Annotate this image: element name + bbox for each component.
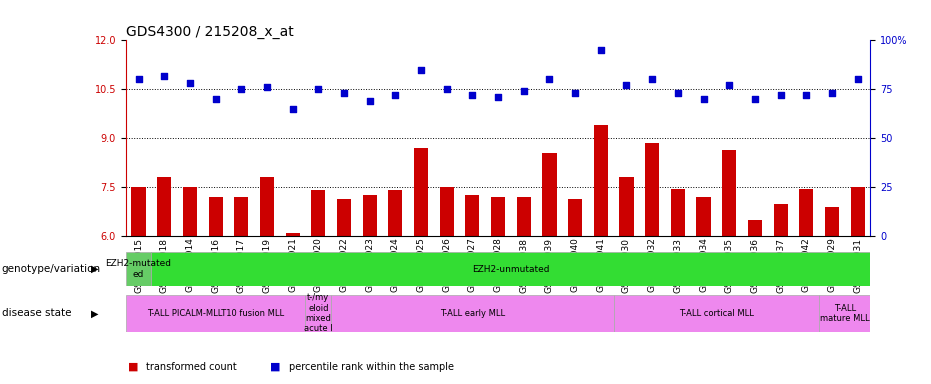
Bar xyxy=(774,204,788,236)
Point xyxy=(696,96,711,102)
Bar xyxy=(126,252,152,286)
Bar xyxy=(671,189,685,236)
Text: ▶: ▶ xyxy=(91,264,99,274)
Point xyxy=(388,92,403,98)
Point xyxy=(517,88,532,94)
Text: ■: ■ xyxy=(128,362,138,372)
Point xyxy=(311,86,326,92)
Bar xyxy=(414,148,428,236)
Point xyxy=(850,76,865,83)
Point xyxy=(491,94,506,100)
Point xyxy=(799,92,814,98)
Bar xyxy=(825,207,839,236)
Point xyxy=(260,84,275,90)
Point xyxy=(619,82,634,88)
Bar xyxy=(126,295,305,332)
Bar xyxy=(614,295,819,332)
Bar xyxy=(286,233,300,236)
Point xyxy=(773,92,788,98)
Point xyxy=(209,96,223,102)
Text: EZH2-unmutated: EZH2-unmutated xyxy=(472,265,549,274)
Bar xyxy=(260,177,274,236)
Bar xyxy=(696,197,710,236)
Bar xyxy=(568,199,582,236)
Point xyxy=(156,73,171,79)
Bar xyxy=(331,295,614,332)
Bar xyxy=(748,220,762,236)
Bar xyxy=(517,197,531,236)
Bar xyxy=(819,295,870,332)
Bar xyxy=(388,190,402,236)
Bar xyxy=(439,187,453,236)
Point xyxy=(234,86,249,92)
Point xyxy=(336,90,351,96)
Text: T-ALL early MLL: T-ALL early MLL xyxy=(439,309,505,318)
Bar xyxy=(645,143,659,236)
Point xyxy=(568,90,583,96)
Bar xyxy=(619,177,634,236)
Text: T-ALL PICALM-MLLT10 fusion MLL: T-ALL PICALM-MLLT10 fusion MLL xyxy=(147,309,284,318)
Bar xyxy=(131,187,145,236)
Bar xyxy=(594,125,608,236)
Text: EZH2-mutated
ed: EZH2-mutated ed xyxy=(105,260,171,279)
Point xyxy=(465,92,479,98)
Text: genotype/variation: genotype/variation xyxy=(2,264,101,274)
Text: ■: ■ xyxy=(270,362,280,372)
Bar xyxy=(235,197,249,236)
Text: percentile rank within the sample: percentile rank within the sample xyxy=(289,362,453,372)
Point xyxy=(542,76,557,83)
Bar xyxy=(311,190,325,236)
Point xyxy=(593,47,608,53)
Text: T-ALL cortical MLL: T-ALL cortical MLL xyxy=(679,309,754,318)
Point xyxy=(748,96,762,102)
Bar xyxy=(543,153,557,236)
Bar xyxy=(466,195,479,236)
Bar xyxy=(157,177,171,236)
Point xyxy=(825,90,840,96)
Text: T-ALL
mature MLL: T-ALL mature MLL xyxy=(820,304,870,323)
Text: ▶: ▶ xyxy=(91,308,99,318)
Point xyxy=(362,98,377,104)
Text: GDS4300 / 215208_x_at: GDS4300 / 215208_x_at xyxy=(126,25,293,39)
Point xyxy=(413,67,428,73)
Bar xyxy=(799,189,814,236)
Point xyxy=(722,82,736,88)
Point xyxy=(182,80,197,86)
Point xyxy=(645,76,660,83)
Bar xyxy=(491,197,506,236)
Text: t-/my
eloid
mixed
acute l: t-/my eloid mixed acute l xyxy=(304,293,332,333)
Bar xyxy=(305,295,331,332)
Point xyxy=(439,86,454,92)
Bar xyxy=(851,187,865,236)
Bar xyxy=(209,197,223,236)
Bar xyxy=(722,150,736,236)
Point xyxy=(285,106,300,112)
Bar xyxy=(182,187,197,236)
Point xyxy=(131,76,146,83)
Text: disease state: disease state xyxy=(2,308,72,318)
Bar xyxy=(362,195,377,236)
Bar xyxy=(337,199,351,236)
Text: transformed count: transformed count xyxy=(146,362,236,372)
Point xyxy=(670,90,685,96)
